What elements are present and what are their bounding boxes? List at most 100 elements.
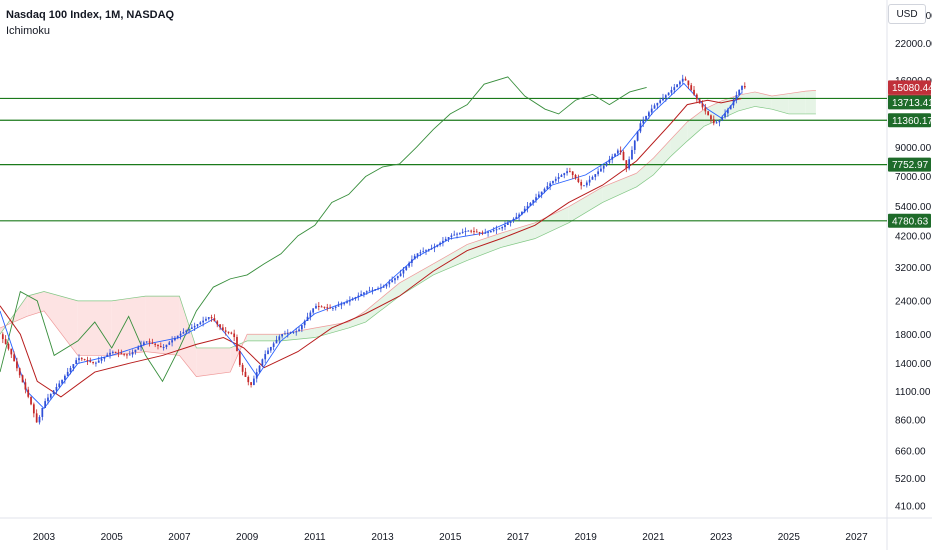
candle-body	[261, 359, 264, 366]
candle-body	[379, 287, 382, 289]
candle-body	[433, 246, 436, 249]
candle-body	[625, 160, 628, 169]
candle-body	[504, 224, 506, 228]
candle-body	[320, 306, 323, 308]
candle-body	[741, 85, 743, 90]
candle-body	[360, 294, 362, 296]
candle-body	[591, 176, 594, 180]
candle-body	[577, 178, 580, 183]
candle-body	[69, 367, 72, 372]
currency-button[interactable]: USD	[888, 4, 926, 24]
candle-body	[388, 282, 391, 285]
y-tick-label-6: 4200.00	[895, 231, 932, 242]
candle-body	[185, 330, 188, 333]
candle-body	[512, 218, 515, 221]
symbol-title[interactable]: Nasdaq 100 Index, 1M, NASDAQ	[6, 9, 175, 21]
candle-body	[4, 339, 7, 344]
candle-body	[490, 231, 492, 233]
candle-body	[238, 350, 241, 365]
cloud-segment	[399, 263, 434, 297]
candle-body	[179, 333, 182, 336]
level-tag-2: 7752.97	[892, 160, 929, 171]
candle-body	[594, 174, 597, 177]
candle-body	[309, 312, 312, 317]
candle-body	[157, 344, 159, 347]
candle-body	[574, 174, 577, 179]
candle-body	[86, 360, 89, 362]
horizontal-levels[interactable]	[0, 97, 887, 222]
candle-body	[317, 305, 320, 307]
cloud-segment	[754, 91, 772, 110]
cloud-segment	[433, 244, 468, 275]
candle-body	[473, 231, 475, 233]
cloud-segment	[687, 109, 705, 142]
level-tag-3-bg	[888, 213, 931, 228]
time-axis[interactable]: 2003 2005 2007 2009 2011 2013 2015 2017 2019 2021…	[33, 532, 868, 543]
candle-body	[416, 253, 419, 256]
candle-body	[724, 113, 726, 118]
candle-body	[464, 230, 467, 232]
candle-body	[569, 171, 571, 173]
candle-body	[439, 242, 441, 245]
candle-body	[727, 109, 729, 114]
cloud-segment	[771, 93, 789, 114]
candle-body	[18, 368, 21, 376]
candle-body	[684, 78, 687, 81]
candle-body	[247, 376, 250, 383]
candle-body	[230, 332, 233, 334]
candle-body	[159, 346, 162, 348]
candle-body	[704, 107, 707, 112]
candle-body	[402, 269, 405, 274]
candle-body	[213, 318, 216, 322]
candle-body	[154, 343, 157, 345]
candle-body	[673, 87, 676, 91]
candle-body	[532, 200, 535, 203]
candle-body	[597, 171, 599, 175]
candle-body	[222, 327, 224, 331]
candle-body	[295, 331, 298, 333]
candle-body	[269, 346, 272, 351]
candle-body	[580, 182, 583, 186]
candle-body	[275, 339, 278, 344]
candle-body	[196, 324, 199, 326]
candle-body	[329, 307, 331, 309]
candle-body	[377, 288, 379, 290]
cloud-segment	[179, 296, 197, 377]
candle-body	[224, 330, 227, 332]
candle-body	[368, 290, 371, 292]
y-tick-label-9: 1800.00	[895, 330, 932, 341]
candle-body	[89, 360, 92, 362]
candle-body	[38, 416, 41, 423]
candle-body	[168, 342, 171, 345]
candle-body	[21, 375, 24, 383]
candle-body	[292, 331, 295, 333]
candle-body	[10, 348, 13, 355]
candle-body	[729, 105, 732, 110]
candle-body	[354, 297, 357, 299]
lagging-span	[0, 76, 647, 383]
candle-body	[425, 250, 427, 252]
candle-body	[484, 232, 487, 234]
y-tick-label-14: 520.00	[895, 474, 926, 485]
candle-body	[537, 194, 540, 198]
candle-body	[346, 301, 348, 303]
candle-body	[554, 178, 557, 181]
indicator-label[interactable]: Ichimoku	[6, 25, 51, 37]
candle-body	[619, 150, 622, 152]
leading-span-b	[0, 89, 816, 377]
candle-body	[408, 262, 410, 267]
candle-body	[405, 266, 408, 270]
y-tick-label-13: 660.00	[895, 446, 926, 457]
candle-body	[557, 176, 560, 179]
candle-body	[633, 140, 636, 150]
candle-body	[467, 230, 470, 232]
candle-body	[78, 358, 80, 361]
cloud-segment	[568, 186, 603, 223]
y-tick-label-5: 5400.00	[895, 202, 932, 213]
cloud-segment	[145, 296, 180, 356]
candle-body	[546, 186, 549, 189]
candle-body	[478, 231, 481, 233]
